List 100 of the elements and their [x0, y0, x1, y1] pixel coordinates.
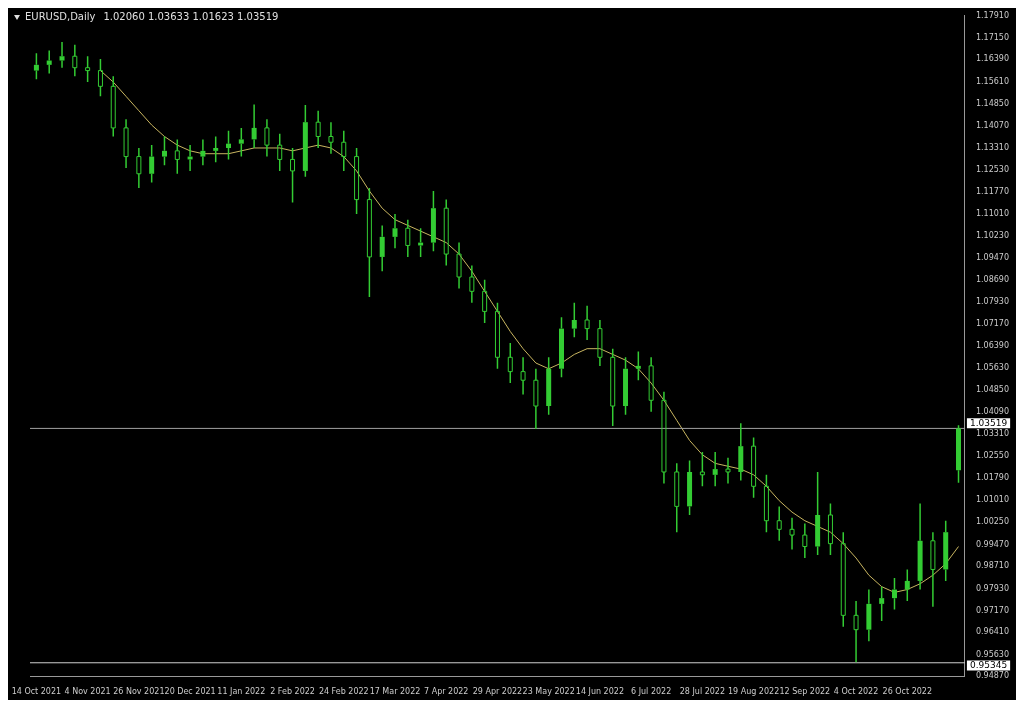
candlestick — [482, 279, 488, 324]
candlestick — [815, 471, 821, 556]
candlestick — [789, 517, 795, 551]
y-tick-label: 0.94870 — [975, 671, 1010, 681]
candlestick — [354, 147, 360, 215]
y-tick-label: 1.05630 — [975, 362, 1010, 372]
y-tick-label: 0.95630 — [975, 649, 1010, 659]
candlestick — [866, 588, 872, 642]
candlestick — [200, 138, 206, 166]
chart-subtitle: 1.02060 1.03633 1.01623 1.03519 — [103, 11, 279, 22]
x-tick-label: 2 Feb 2022 — [270, 687, 315, 697]
candlestick — [623, 356, 629, 416]
ref-line-label: 1.03519 — [969, 417, 1008, 428]
candlestick — [456, 241, 462, 290]
candlestick — [763, 474, 769, 533]
candlestick — [161, 135, 167, 166]
candlestick — [699, 451, 705, 488]
candlestick — [110, 75, 116, 138]
candlestick — [277, 132, 283, 172]
y-tick-label: 1.04090 — [975, 407, 1010, 417]
candlestick — [328, 121, 334, 155]
candlestick — [366, 187, 372, 298]
candlestick — [33, 52, 39, 80]
x-tick-label: 7 Apr 2022 — [424, 687, 469, 697]
candlestick — [687, 459, 693, 516]
candlestick — [546, 356, 552, 416]
x-tick-label: 14 Oct 2021 — [11, 687, 62, 697]
candlestick — [430, 190, 436, 252]
x-tick-label: 23 May 2022 — [522, 687, 575, 697]
candlestick — [494, 302, 500, 370]
candlestick — [712, 451, 718, 488]
y-tick-label: 0.97930 — [975, 583, 1010, 593]
x-tick-label: 29 Apr 2022 — [472, 687, 523, 697]
candlestick — [97, 58, 103, 98]
y-tick-label: 1.17150 — [975, 32, 1010, 42]
candlestick — [840, 531, 846, 628]
x-tick-label: 24 Feb 2022 — [318, 687, 369, 697]
candlestick — [85, 55, 91, 83]
candlestick — [264, 118, 270, 158]
candlestick — [59, 41, 65, 69]
y-tick-label: 1.08690 — [975, 275, 1010, 285]
x-tick-label: 11 Jan 2022 — [217, 687, 266, 697]
candlestick — [674, 462, 680, 533]
candlestick — [238, 127, 244, 158]
candlestick — [226, 130, 232, 161]
x-tick-label: 26 Nov 2021 — [113, 687, 165, 697]
candlestick — [136, 147, 142, 189]
y-tick-label: 1.17910 — [975, 10, 1010, 20]
candlestick — [302, 104, 308, 178]
candlestick — [597, 319, 603, 367]
y-tick-label: 1.00250 — [975, 517, 1010, 527]
candlestick — [507, 342, 513, 384]
x-tick-label: 17 Mar 2022 — [369, 687, 421, 697]
y-tick-label: 0.97170 — [975, 605, 1010, 615]
y-tick-label: 1.07930 — [975, 297, 1010, 307]
x-tick-label: 12 Sep 2022 — [779, 687, 831, 697]
candlestick — [443, 198, 449, 267]
y-tick-label: 1.01010 — [975, 495, 1010, 505]
candlestick — [405, 218, 411, 258]
x-tick-label: 14 Jun 2022 — [575, 687, 624, 697]
candlestick — [341, 130, 347, 172]
candlestick — [635, 350, 641, 381]
candlestick — [571, 302, 577, 338]
candlestick — [943, 519, 949, 582]
candlestick — [648, 356, 654, 413]
candlestick — [904, 568, 910, 602]
y-tick-label: 1.11770 — [975, 186, 1010, 196]
candlestick — [802, 522, 808, 559]
y-tick-label: 1.14070 — [975, 120, 1010, 130]
x-tick-label: 6 Jul 2022 — [631, 687, 672, 697]
y-tick-label: 1.06390 — [975, 341, 1010, 351]
x-tick-label: 26 Oct 2022 — [882, 687, 933, 697]
y-tick-label: 1.04850 — [975, 385, 1010, 395]
candlestick — [891, 577, 897, 611]
y-tick-label: 1.09470 — [975, 252, 1010, 262]
y-tick-label: 0.98710 — [975, 561, 1010, 571]
x-tick-label: 20 Dec 2021 — [164, 687, 216, 697]
y-tick-label: 1.14850 — [975, 98, 1010, 108]
candlestick — [533, 368, 539, 430]
x-tick-label: 28 Jul 2022 — [679, 687, 726, 697]
candlestick — [751, 436, 757, 499]
candlestick — [558, 316, 564, 379]
y-tick-label: 1.13310 — [975, 142, 1010, 152]
ref-line-label: 0.95345 — [969, 659, 1008, 670]
y-tick-label: 0.99470 — [975, 539, 1010, 549]
y-tick-label: 1.03310 — [975, 429, 1010, 439]
y-tick-label: 1.10230 — [975, 231, 1010, 241]
candlestick — [123, 118, 129, 169]
candlestick — [827, 502, 833, 556]
y-tick-label: 1.02550 — [975, 451, 1010, 461]
candlestick — [725, 456, 731, 485]
candlestick — [392, 213, 398, 250]
candlestick — [315, 109, 321, 149]
candlestick — [72, 44, 78, 78]
candlestick — [290, 147, 296, 204]
y-tick-label: 1.01790 — [975, 473, 1010, 483]
candlestick — [46, 49, 52, 75]
y-tick-label: 0.96410 — [975, 627, 1010, 637]
candlestick — [149, 144, 155, 184]
y-tick-label: 1.16390 — [975, 54, 1010, 64]
